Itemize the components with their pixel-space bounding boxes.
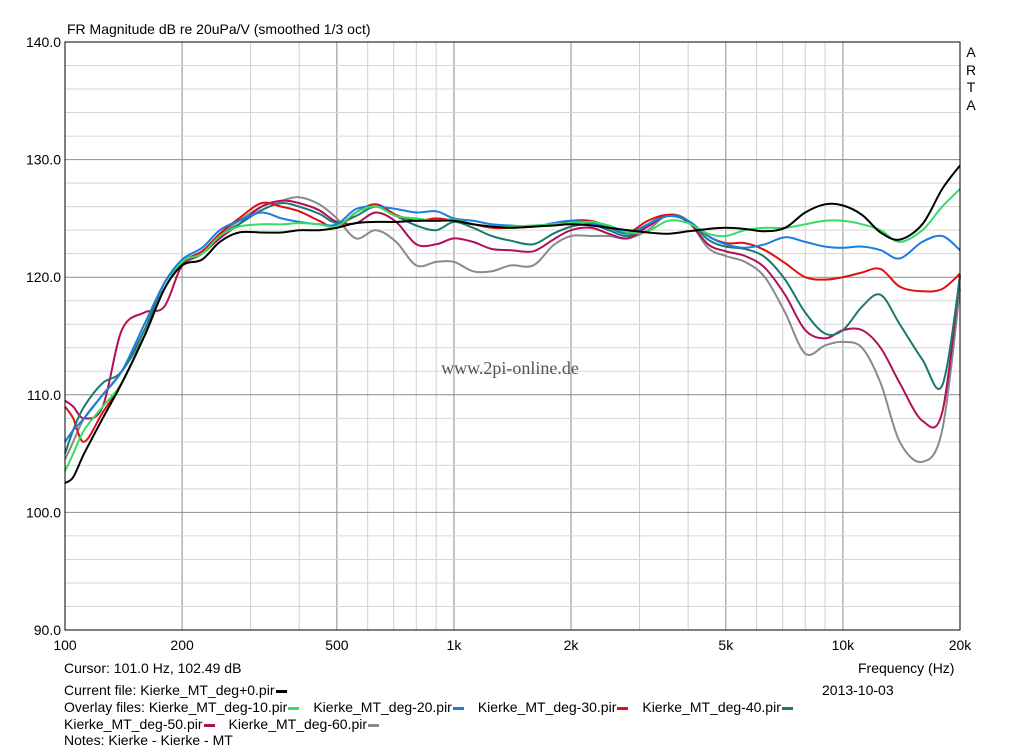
legend-swatch-deg50 [203, 723, 215, 727]
x-tick-label: 100 [53, 637, 77, 653]
file-date: 2013-10-03 [822, 682, 894, 698]
y-tick-label: 130.0 [26, 152, 61, 168]
overlay-files-label: Overlay files: [64, 699, 145, 715]
x-tick-label: 10k [832, 637, 856, 653]
series-line-5 [64, 199, 961, 429]
y-axis-ticks: 90.0 100.0 110.0 120.0 130.0 140.0 [26, 34, 61, 638]
y-tick-label: 100.0 [26, 504, 61, 520]
brand-letter: A [966, 96, 976, 113]
legend-entry-deg30: Kierke_MT_deg-30.pir [477, 699, 617, 715]
current-file-legend: Current file: Kierke_MT_deg+0.pir [64, 682, 301, 698]
overlay-legend-line-1: Overlay files: Kierke_MT_deg-10.pir Kierk… [64, 699, 807, 715]
x-tick-label: 2k [564, 637, 580, 653]
legend-swatch-deg20 [452, 706, 464, 710]
series-line-1 [64, 188, 961, 472]
series-line-2 [64, 205, 961, 443]
overlay-legend-line-2: Kierke_MT_deg-50.pir Kierke_MT_deg-60.pir [64, 716, 393, 732]
brand-letter: R [965, 61, 977, 78]
series-line-6 [64, 196, 961, 464]
grid [65, 42, 960, 630]
chart-title: FR Magnitude dB re 20uPa/V (smoothed 1/3… [67, 21, 371, 37]
x-axis-label: Frequency (Hz) [858, 660, 955, 676]
current-file-label: Current file: Kierke_MT_deg+0.pir [64, 682, 275, 698]
legend-swatch-deg10 [288, 706, 300, 710]
plot-frame [64, 41, 961, 631]
notes-line-cut-off: Notes: Kierke - Kierke - MT [64, 732, 233, 748]
brand-letter: A [966, 44, 976, 60]
cursor-readout: Cursor: 101.0 Hz, 102.49 dB [64, 660, 242, 676]
legend-entry-deg10: Kierke_MT_deg-10.pir [148, 699, 288, 715]
legend-entry-deg50: Kierke_MT_deg-50.pir [64, 716, 203, 732]
x-tick-label: 5k [718, 637, 734, 653]
series-lines [64, 164, 961, 484]
brand-letters: A R T A [964, 44, 978, 114]
legend-swatch-deg0 [275, 689, 287, 693]
x-tick-label: 20k [949, 637, 973, 653]
watermark-text: www.2pi-online.de [441, 358, 579, 378]
series-line-3 [64, 201, 961, 443]
brand-letter: T [966, 79, 976, 95]
legend-entry-deg40: Kierke_MT_deg-40.pir [642, 699, 781, 715]
legend-swatch-deg40 [781, 706, 793, 710]
x-axis-ticks: 100 200 500 1k 2k 5k 10k 20k [53, 637, 972, 653]
y-tick-label: 90.0 [34, 622, 61, 638]
x-tick-label: 1k [447, 637, 463, 653]
legend-entry-deg60: Kierke_MT_deg-60.pir [228, 716, 368, 732]
legend-swatch-deg60 [368, 723, 380, 727]
legend-swatch-deg30 [617, 706, 629, 710]
x-tick-label: 200 [170, 637, 194, 653]
y-tick-label: 110.0 [27, 387, 61, 403]
series-line-0 [64, 164, 961, 484]
y-tick-label: 120.0 [26, 269, 61, 285]
series-line-4 [64, 202, 961, 454]
y-tick-label: 140.0 [26, 34, 61, 50]
legend-entry-deg20: Kierke_MT_deg-20.pir [313, 699, 452, 715]
x-tick-label: 500 [325, 637, 349, 653]
